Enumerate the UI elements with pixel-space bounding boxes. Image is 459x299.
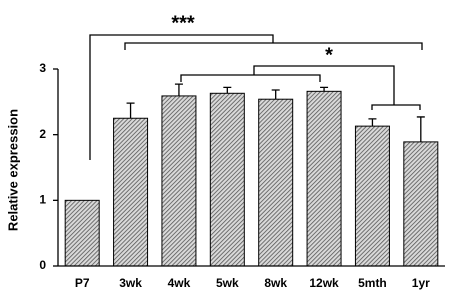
bar [161,95,197,267]
error-bar [320,86,329,92]
y-tick-label: 3 [39,61,46,75]
error-bar [416,116,425,142]
bracket [180,74,321,82]
y-tick-label: 1 [39,193,46,207]
bar [113,117,149,267]
error-bar [174,83,183,96]
significance-label: *** [171,12,195,34]
y-axis-label: Relative expression [5,109,20,231]
significance-label: * [325,44,333,66]
x-tick-label: 1yr [412,276,430,290]
bracket [253,65,395,105]
x-tick-label: 8wk [264,276,287,290]
x-tick-label: 4wk [168,276,191,290]
bar [258,98,294,267]
error-bar [368,118,377,127]
bar [209,92,245,267]
x-tick-label: 3wk [119,276,142,290]
y-tick-label: 0 [39,258,46,272]
x-tick-label: 5mth [358,276,387,290]
significance-brackets [89,34,423,160]
bar [403,141,439,267]
error-bar [223,86,232,94]
x-tick-label: 12wk [309,276,339,290]
bracket [89,34,274,160]
y-tick-label: 2 [39,127,46,141]
error-bar [126,102,135,119]
bracket [124,42,423,50]
bracket [371,104,421,110]
x-tick-label: 5wk [216,276,239,290]
x-tick-label: P7 [75,276,90,290]
error-bar [271,89,280,100]
bar [354,125,390,267]
bar [64,199,100,267]
bar [306,90,342,267]
